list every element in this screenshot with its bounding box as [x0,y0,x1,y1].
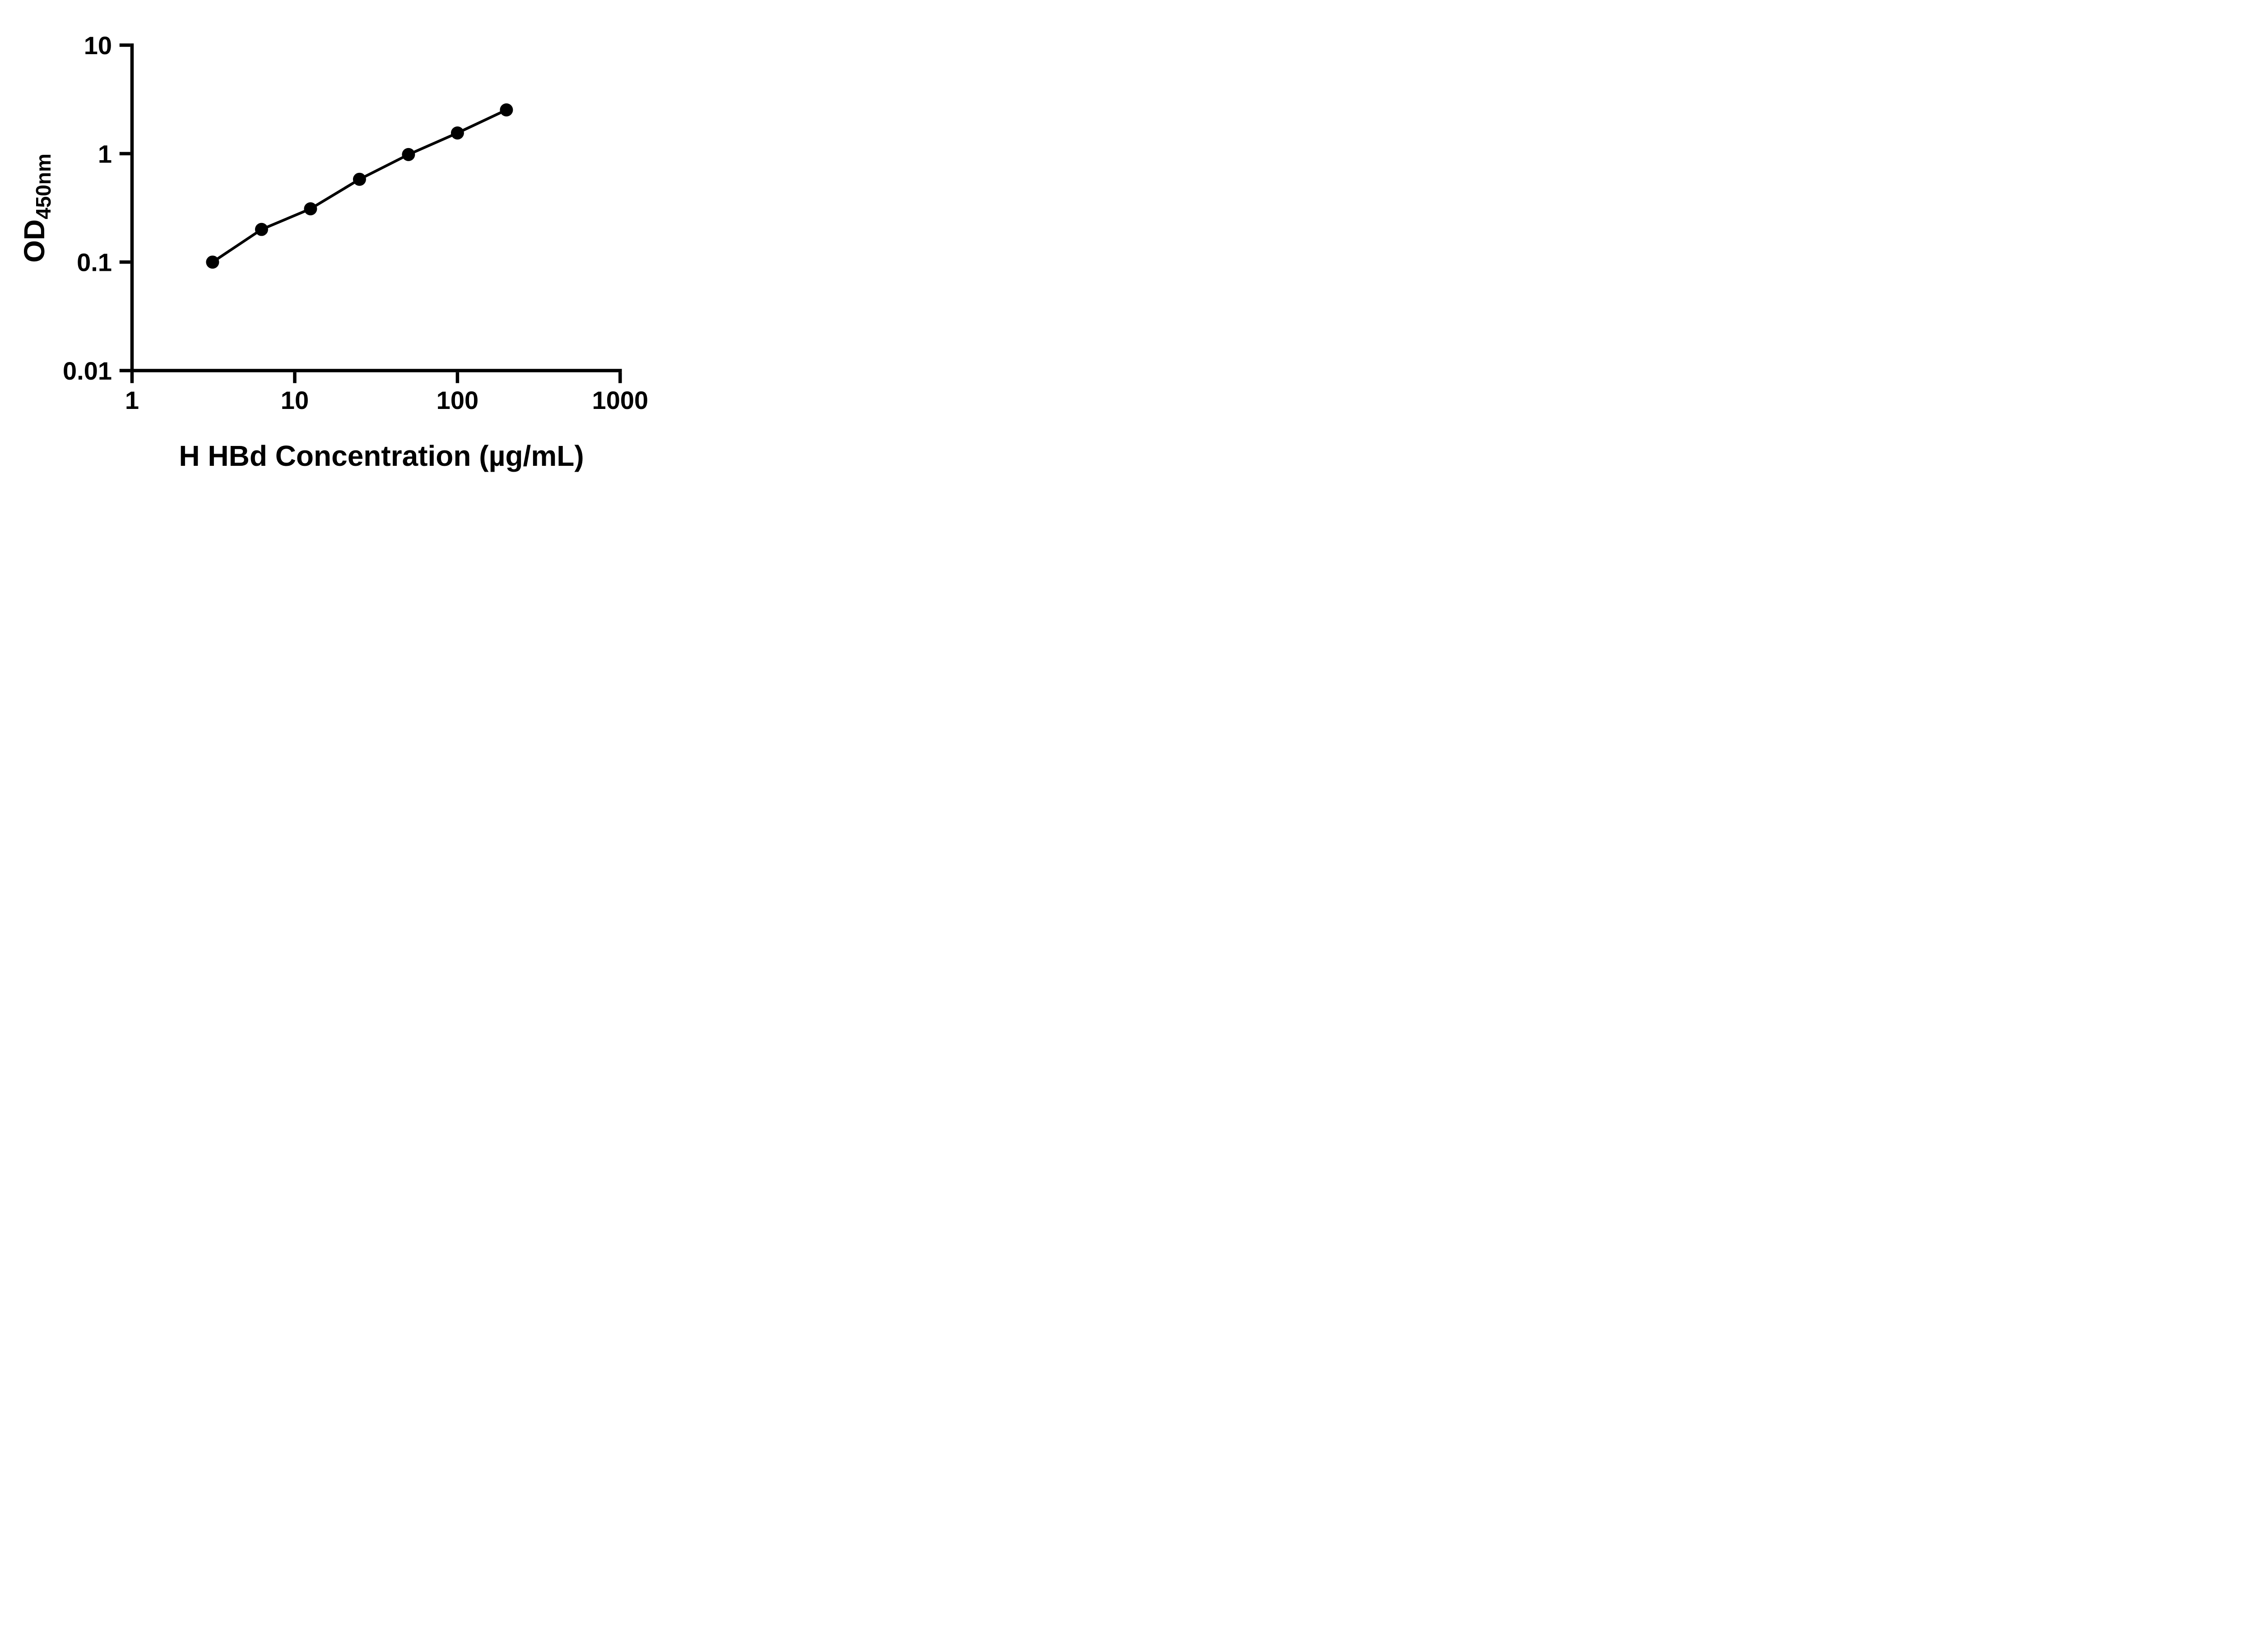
standard-curve-point-25 [353,172,366,186]
standard-curve-point-200 [500,103,513,116]
y-axis-title: OD450nm [18,153,55,263]
y-tick-label-10: 10 [84,31,112,60]
y-tick-label-0.01: 0.01 [63,357,112,385]
chart-canvas: 1 10 100 1000 10 1 0.1 0.01 H HBd Concentration … [18,31,649,472]
x-axis-title: H HBd Concentration (µg/mL) [179,440,584,472]
standard-curve-point-100 [450,126,464,140]
y-tick-label-0.1: 0.1 [77,248,112,277]
standard-curve-point-50 [402,148,415,161]
figure: 1 10 100 1000 10 1 0.1 0.01 H HBd Concentration … [0,0,695,496]
standard-curve-point-3.125 [206,255,219,269]
standard-curve-point-12.5 [304,202,317,216]
x-tick-label-1000: 1000 [592,386,649,414]
y-axis-title-main: OD [18,219,51,263]
y-tick-label-1: 1 [98,139,112,168]
x-tick-label-100: 100 [437,386,478,414]
y-axis-title-subscript: 450nm [32,153,55,219]
x-tick-label-1: 1 [125,386,139,414]
x-tick-label-10: 10 [281,386,309,414]
standard-curve-point-6.25 [255,223,268,236]
